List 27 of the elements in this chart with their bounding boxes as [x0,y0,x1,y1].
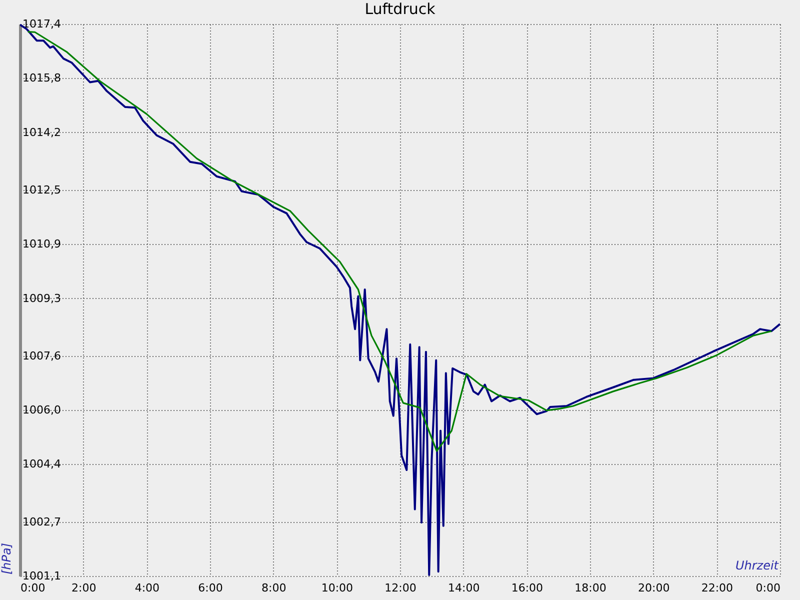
chart-title: Luftdruck [364,0,436,18]
y-tick-label: 1017,4 [22,18,61,30]
y-tick-label: 1014,2 [22,126,61,139]
x-tick-label: 14:00 [448,582,480,594]
x-tick-label: 12:00 [384,582,416,594]
x-tick-label: 16:00 [511,582,544,594]
y-tick-label: 1001,1 [22,570,61,582]
y-tick-label: 1009,3 [22,292,61,305]
y-tick-label: 1004,4 [22,458,61,471]
y-tick-label: 1002,7 [22,515,61,528]
y-tick-label: 1007,6 [22,349,61,362]
x-tick-label: 8:00 [261,582,286,594]
x-axis-title: Uhrzeit [735,558,780,572]
y-tick-label: 1015,8 [22,72,61,85]
y-axis-title: [hPa] [0,542,14,574]
y-tick-label: 1012,5 [22,183,61,196]
x-tick-label: 0:00 [756,582,780,594]
x-tick-label: 4:00 [134,582,160,594]
x-tick-label: 6:00 [198,582,223,594]
x-tick-label: 2:00 [71,582,96,594]
x-tick-label: 18:00 [574,582,606,594]
x-tick-label: 10:00 [321,582,354,594]
x-tick-label: 0:00 [20,582,46,594]
x-tick-label: 20:00 [638,582,670,594]
x-tick-label: 22:00 [701,582,734,594]
y-tick-label: 1006,0 [22,404,61,417]
y-tick-label: 1010,9 [22,238,61,251]
